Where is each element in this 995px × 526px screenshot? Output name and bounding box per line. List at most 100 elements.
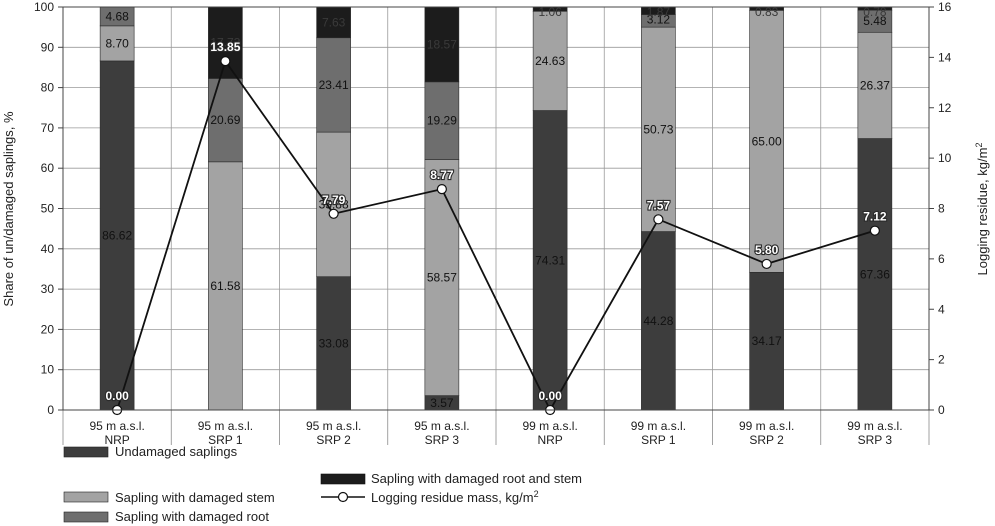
bar-segment xyxy=(532,10,568,111)
y-tick-label: 60 xyxy=(41,161,55,175)
y-tick-label: 30 xyxy=(41,282,55,296)
bar-segment xyxy=(99,60,135,411)
y2-axis-title-main: Logging residue, kg/m xyxy=(975,148,990,276)
bars xyxy=(99,6,893,411)
bar-value-label: 58.57 xyxy=(427,271,457,285)
y2-tick-label: 12 xyxy=(938,101,952,115)
legend-item-damaged-root: Sapling with damaged root xyxy=(63,509,269,524)
residue-value-label: 5.80 xyxy=(755,243,779,257)
legend-marker-residue xyxy=(337,491,349,503)
category-label: 95 m a.s.l. xyxy=(414,419,469,433)
y2-tick-label: 10 xyxy=(938,151,952,165)
bar-segment xyxy=(208,6,243,79)
bar-value-label: 34.17 xyxy=(752,334,782,348)
residue-value-label: 13.85 xyxy=(210,40,240,54)
bar-value-label: 0.78 xyxy=(863,5,887,19)
legend-swatch-damaged-root xyxy=(63,511,109,523)
y2-tick-label: 2 xyxy=(938,353,945,367)
residue-point xyxy=(761,258,772,270)
bar-value-label: 50.73 xyxy=(643,122,673,136)
bar-value-label: 0.83 xyxy=(755,5,779,19)
y-tick-label: 40 xyxy=(41,242,55,256)
bar-value-label: 74.31 xyxy=(535,253,565,267)
bar-value-label: 65.00 xyxy=(752,134,782,148)
legend-swatch-undamaged xyxy=(63,446,109,458)
bar-segment xyxy=(316,131,351,277)
segment-labels: 86.62 8.70 4.68 61.58 20.69 17.73 33.08 35.88 23… xyxy=(102,5,890,410)
bar-segment xyxy=(532,110,568,411)
bar-value-label: 8.70 xyxy=(105,36,129,50)
category-label: 99 m a.s.l. xyxy=(739,419,794,433)
legend-item-damaged-stem: Sapling with damaged stem xyxy=(63,490,275,505)
y-tick-label: 20 xyxy=(41,322,55,336)
category-label: 95 m a.s.l. xyxy=(306,419,361,433)
bar-segment xyxy=(99,25,135,62)
bar-value-label: 19.29 xyxy=(427,114,457,128)
category-label: 99 m a.s.l. xyxy=(631,419,686,433)
category-label: SRP 3 xyxy=(425,433,460,447)
y2-tick-label: 6 xyxy=(938,252,945,266)
category-label: SRP 2 xyxy=(316,433,351,447)
residue-line xyxy=(116,59,876,412)
category-label: 95 m a.s.l. xyxy=(198,419,253,433)
category-label: SRP 3 xyxy=(858,433,893,447)
residue-point xyxy=(436,184,447,195)
bar-segment xyxy=(749,271,784,411)
bar-segment xyxy=(857,138,893,411)
legend-item-undamaged: Undamaged saplings xyxy=(63,444,238,459)
bar-segment xyxy=(641,26,676,232)
category-label: SRP 1 xyxy=(208,433,243,447)
bar-value-label: 23.41 xyxy=(319,78,349,92)
residue-point xyxy=(220,56,231,67)
bar-segment xyxy=(749,10,784,273)
bar-value-label: 26.37 xyxy=(860,78,890,92)
bar-value-label: 33.08 xyxy=(319,336,349,350)
y2-tick-label: 0 xyxy=(938,403,945,417)
bar-value-label: 67.36 xyxy=(860,267,890,281)
residue-value-label: 0.00 xyxy=(105,389,129,403)
residue-value-label: 7.57 xyxy=(647,198,671,212)
residue-line-layer: 0.00 13.85 7.79 8.77 0.00 7.57 5.80 7.12 xyxy=(104,39,888,416)
category-label: 99 m a.s.l. xyxy=(847,419,902,433)
bar-value-label: 3.12 xyxy=(647,13,671,27)
bar-value-label: 24.63 xyxy=(535,54,565,68)
y-tick-label: 50 xyxy=(41,202,55,216)
y2-tick-label: 4 xyxy=(938,302,945,316)
y2-axis-title-sup: 2 xyxy=(974,143,984,148)
bar-value-label: 44.28 xyxy=(643,314,673,328)
residue-value-label: 7.79 xyxy=(322,193,346,207)
category-label: NRP xyxy=(537,433,562,447)
legend-label-damaged-stem: Sapling with damaged stem xyxy=(115,490,275,505)
y2-tick-label: 16 xyxy=(938,0,952,14)
residue-point xyxy=(653,214,664,225)
y-axis-title: Share of un/damaged saplings, % xyxy=(1,111,16,307)
bar-segment xyxy=(208,78,243,163)
legend-item-residue: Logging residue mass, kg/m2 xyxy=(321,489,539,505)
bar-value-label: 61.58 xyxy=(210,279,240,293)
residue-point xyxy=(328,208,339,219)
bar-segment xyxy=(641,231,676,411)
bar-value-label: 86.62 xyxy=(102,228,132,242)
bar-segment xyxy=(857,31,893,139)
legend-label-residue-main: Logging residue mass, kg/m xyxy=(371,490,534,505)
bar-value-label: 1.87 xyxy=(647,5,671,19)
category-label: 95 m a.s.l. xyxy=(89,419,144,433)
bar-value-label: 7.63 xyxy=(322,15,346,29)
bar-value-label: 5.48 xyxy=(863,14,887,28)
y-tick-label: 90 xyxy=(41,40,55,54)
legend: Undamaged saplings Sapling with damaged … xyxy=(63,444,582,524)
y2-tick-label: 8 xyxy=(938,202,945,216)
bar-segment xyxy=(316,276,351,411)
category-label: NRP xyxy=(104,433,129,447)
category-label: 99 m a.s.l. xyxy=(522,419,577,433)
y-tick-label: 70 xyxy=(41,121,55,135)
bar-segment xyxy=(208,161,243,411)
y-tick-label: 80 xyxy=(41,81,55,95)
bar-value-label: 3.57 xyxy=(430,396,454,410)
legend-label-damaged-root: Sapling with damaged root xyxy=(115,509,269,524)
left-axis-ticks: 0 10 20 30 40 50 60 70 80 90 100 xyxy=(34,0,63,417)
legend-label-damaged-root-stem: Sapling with damaged root and stem xyxy=(371,471,582,486)
bar-value-label: 1.06 xyxy=(538,5,562,19)
